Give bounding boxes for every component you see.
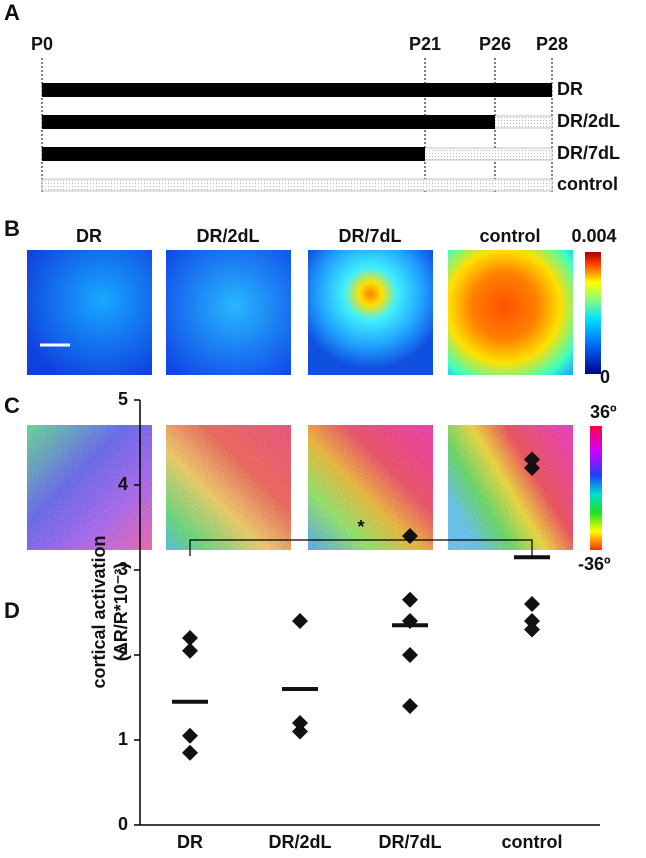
timepoint-label: P0: [31, 34, 53, 54]
heatmap: [166, 250, 291, 375]
y-axis-label: (ΔR/R*10⁻³): [111, 563, 131, 661]
data-point: [292, 613, 308, 629]
dark-bar: [42, 83, 552, 97]
significance-mark: *: [357, 517, 364, 537]
colorbar-label: 0: [600, 367, 610, 387]
data-point: [292, 715, 308, 731]
noise: [27, 425, 152, 550]
y-tick-label: 2: [118, 644, 128, 664]
data-point: [182, 642, 198, 659]
y-tick-label: 1: [118, 729, 128, 749]
phase-maps: [27, 425, 573, 550]
heatmap: [308, 250, 433, 375]
panel-label: D: [4, 598, 20, 623]
data-point: [182, 744, 198, 761]
noise: [448, 425, 573, 550]
dark-bar: [42, 115, 495, 129]
colorbar: [590, 426, 602, 550]
row-label: DR/2dL: [557, 111, 620, 131]
map-title: DR: [76, 226, 102, 246]
significance-bracket: [189, 539, 533, 556]
x-tick-label: DR/2dL: [269, 832, 332, 852]
x-tick-label: DR/7dL: [379, 832, 442, 852]
y-tick-label: 3: [118, 559, 128, 579]
heatmap: [27, 250, 152, 375]
panel-label: A: [4, 0, 20, 25]
timepoint-label: P21: [409, 34, 441, 54]
map-title: DR/7dL: [339, 226, 402, 246]
data-point: [402, 698, 418, 714]
y-tick-label: 5: [118, 389, 128, 409]
heatmap: [448, 250, 573, 375]
y-tick-label: 4: [118, 474, 128, 494]
colorbar-label: 0.004: [571, 226, 616, 246]
y-tick-label: 0: [118, 814, 128, 834]
timepoint-label: P26: [479, 34, 511, 54]
timepoint-label: P28: [536, 34, 568, 54]
data-point: [524, 596, 540, 612]
data-point: [524, 613, 540, 629]
dark-bar: [42, 147, 425, 161]
row-label: control: [557, 174, 618, 194]
data-point: [402, 591, 418, 608]
data-point: [182, 630, 198, 646]
x-tick-label: control: [502, 832, 563, 852]
data-point: [292, 723, 308, 740]
data-point: [524, 451, 540, 468]
row-label: DR: [557, 79, 583, 99]
light-bar: [41, 178, 553, 192]
map-title: control: [480, 226, 541, 246]
panel-label: B: [4, 216, 20, 241]
colorbar: [585, 252, 601, 374]
static-layout: [27, 250, 602, 550]
data-point: [402, 647, 418, 663]
row-label: DR/7dL: [557, 143, 620, 163]
colorbar-label: 36º: [590, 402, 617, 422]
data-point: [524, 460, 540, 476]
map-title: DR/2dL: [197, 226, 260, 246]
y-axis-label: cortical activation: [89, 535, 109, 688]
data-point: [182, 727, 198, 744]
x-tick-label: DR: [177, 832, 203, 852]
noise: [308, 425, 433, 550]
colorbar-label: -36º: [578, 554, 611, 574]
panel-label: C: [4, 393, 20, 418]
data-point: [524, 621, 540, 638]
noise: [166, 425, 291, 550]
